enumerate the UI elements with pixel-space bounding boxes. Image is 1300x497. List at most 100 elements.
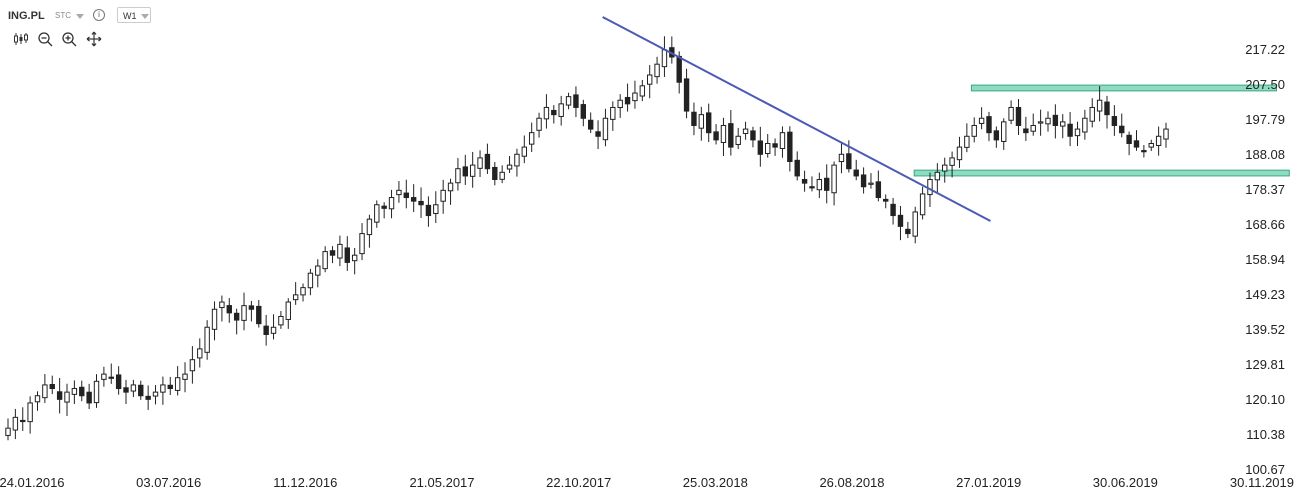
candle-body <box>558 103 564 117</box>
candle-body <box>160 384 166 393</box>
candle-body <box>123 387 129 393</box>
zoom-in-icon[interactable] <box>61 31 77 47</box>
y-tick-label: 178.37 <box>1245 182 1285 197</box>
candle-body <box>853 169 859 177</box>
candle-body <box>292 294 299 301</box>
candle-body <box>934 171 941 181</box>
candle-body <box>750 130 756 141</box>
candle-body <box>27 402 33 423</box>
candle-body <box>587 119 594 130</box>
interval-label: W1 <box>123 11 137 21</box>
candle-body <box>1163 128 1169 140</box>
candle-body <box>875 181 882 199</box>
candle-body <box>108 376 114 379</box>
candle-body <box>366 218 373 236</box>
resistance-zone[interactable] <box>970 84 1278 92</box>
candle-body <box>182 373 188 380</box>
move-icon[interactable] <box>86 31 102 47</box>
candle-body <box>241 305 247 321</box>
y-tick-label: 129.81 <box>1245 357 1285 372</box>
candle-body <box>447 182 454 192</box>
candle-body <box>130 384 137 392</box>
candle-body <box>101 373 107 380</box>
zoom-out-icon[interactable] <box>37 31 53 47</box>
candle-body <box>993 130 1000 141</box>
candle-body <box>1126 134 1132 144</box>
candle-body <box>12 416 19 431</box>
candle-body <box>1111 116 1118 126</box>
y-tick-label: 207.50 <box>1245 77 1285 92</box>
candle-body <box>897 214 904 227</box>
candle-body <box>919 193 926 216</box>
chart-toolbar: ING.PL STC i W1 <box>0 0 200 52</box>
info-icon[interactable]: i <box>93 9 105 21</box>
y-tick-label: 149.23 <box>1245 287 1285 302</box>
candle-body <box>64 391 70 403</box>
candle-body <box>654 63 660 78</box>
chevron-down-icon <box>141 14 149 19</box>
support-zone[interactable] <box>913 169 1290 177</box>
candle-body <box>1133 140 1140 148</box>
candle-body <box>1119 125 1125 134</box>
candlestick-icon[interactable] <box>13 31 29 47</box>
candle-body <box>425 204 432 217</box>
candle-body <box>329 250 336 256</box>
candle-body <box>351 254 358 262</box>
candle-body <box>610 106 616 120</box>
x-tick-label: 30.06.2019 <box>1093 475 1158 490</box>
candle-body <box>307 272 314 289</box>
candle-body <box>757 140 764 155</box>
candle-body <box>883 198 889 202</box>
candle-body <box>528 132 535 145</box>
candle-body <box>956 146 963 161</box>
candle-body <box>971 124 977 137</box>
candle-body <box>624 96 631 105</box>
candle-body <box>256 305 262 325</box>
candle-body <box>49 383 55 390</box>
candle-body <box>1067 123 1073 137</box>
candle-body <box>56 391 63 400</box>
candle-body <box>846 153 852 170</box>
candle-body <box>602 117 609 141</box>
candle-body <box>440 189 446 202</box>
candle-body <box>632 92 638 102</box>
trendline[interactable] <box>602 16 991 222</box>
y-tick-label: 188.08 <box>1245 147 1285 162</box>
x-tick-label: 24.01.2016 <box>0 475 65 490</box>
candle-body <box>418 200 424 206</box>
candle-body <box>433 204 439 214</box>
candle-body <box>1082 117 1088 133</box>
candle-body <box>698 114 705 129</box>
candle-body <box>315 265 321 276</box>
candle-body <box>226 305 232 314</box>
candle-body <box>831 164 837 194</box>
candle-body <box>71 388 78 395</box>
candle-body <box>772 143 778 148</box>
candle-body <box>1030 124 1036 132</box>
candle-body <box>455 168 461 184</box>
candle-body <box>462 166 468 177</box>
x-tick-label: 26.08.2018 <box>819 475 884 490</box>
candle-body <box>1155 135 1162 146</box>
candle-body <box>374 204 380 223</box>
candle-body <box>868 182 874 185</box>
interval-selector[interactable]: W1 <box>117 7 151 23</box>
candle-body <box>197 348 203 359</box>
chevron-down-icon[interactable] <box>76 14 84 19</box>
candle-body <box>263 325 269 335</box>
candle-body <box>1015 106 1022 126</box>
chart-type-selector[interactable]: STC <box>55 11 71 20</box>
candle-body <box>964 135 970 148</box>
y-tick-label: 120.10 <box>1245 392 1285 407</box>
candle-body <box>359 233 365 255</box>
candle-body <box>410 197 417 202</box>
candle-body <box>713 131 719 141</box>
y-tick-label: 158.94 <box>1245 252 1285 267</box>
candle-body <box>270 326 277 334</box>
candle-body <box>1008 106 1014 121</box>
candle-body <box>492 166 498 181</box>
candle-body <box>580 104 587 119</box>
candle-body <box>337 243 343 259</box>
candle-body <box>1052 114 1059 126</box>
